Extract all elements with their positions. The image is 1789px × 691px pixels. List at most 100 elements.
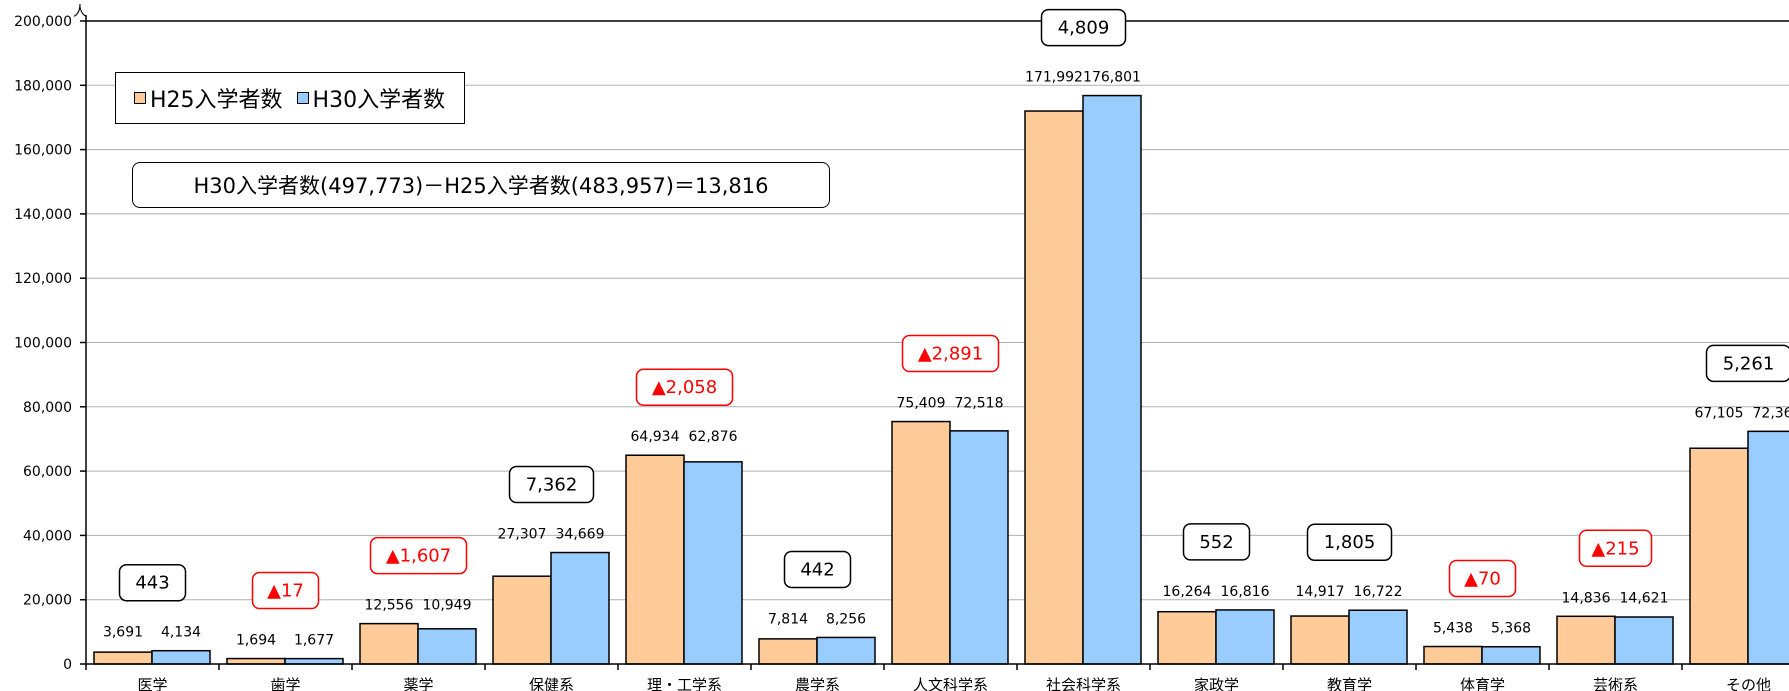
- data-label: 1,694: [236, 633, 276, 649]
- difference-label: 7,362: [526, 475, 578, 496]
- legend-item-h30: H30入学者数: [296, 82, 445, 114]
- bar: [151, 649, 211, 665]
- summary-text: H30入学者数(497,773)－H25入学者数(483,957)＝13,816: [193, 174, 769, 198]
- difference-label: 4,809: [1058, 18, 1110, 39]
- value-labels: 3,691 4,134 1,694 1,677 12,556 10,949 27,307 34…: [103, 70, 1789, 649]
- data-label: 8,256: [826, 611, 866, 627]
- bar: [1481, 645, 1541, 665]
- difference-box: [508, 465, 595, 504]
- x-tick-label: 家政学: [1194, 676, 1239, 691]
- x-tick-label: 教育学: [1327, 676, 1372, 691]
- difference-box: [369, 536, 468, 575]
- bar: [1556, 615, 1616, 665]
- bar: [758, 638, 818, 665]
- difference-callouts: 443 ▲17 ▲1,607 7,362 ▲2,058 442 ▲2,891 4,809 552…: [118, 8, 1789, 610]
- x-tick-label: 社会科学系: [1046, 676, 1121, 691]
- y-tick-label: 120,000: [14, 271, 72, 287]
- difference-box: [1448, 559, 1517, 598]
- difference-label: 442: [800, 559, 834, 580]
- x-tick-label: 保健系: [529, 676, 574, 691]
- data-label: 1,677: [294, 633, 334, 649]
- y-tick-label: 180,000: [14, 78, 72, 94]
- bar: [1747, 430, 1789, 665]
- data-label: 16,722: [1354, 584, 1403, 600]
- difference-box: [1578, 529, 1653, 568]
- bar: [1024, 110, 1084, 665]
- x-tick-label: その他: [1726, 676, 1771, 691]
- y-tick-label: 80,000: [23, 400, 72, 416]
- difference-label: ▲1,607: [386, 546, 451, 567]
- difference-label: ▲2,891: [918, 344, 983, 365]
- data-label: 62,876: [689, 429, 738, 445]
- difference-label: ▲70: [1464, 569, 1501, 590]
- bar: [93, 651, 153, 665]
- difference-label: 5,261: [1723, 353, 1775, 374]
- x-axis: 医学 歯学 薬学 保健系 理・工学系 農学系 人文科学系 社会科学系 家政学 教育学 体育学 芸術系 そ…: [85, 663, 1789, 691]
- data-label: 14,621: [1620, 590, 1669, 606]
- x-tick-label: 薬学: [403, 676, 433, 691]
- data-label: 16,816: [1221, 584, 1270, 600]
- x-tick-label: 医学: [137, 676, 167, 691]
- x-tick-label: 人文科学系: [913, 676, 988, 691]
- y-tick-label: 40,000: [23, 528, 72, 544]
- x-tick-label: 農学系: [795, 676, 840, 691]
- data-label: 7,814: [768, 611, 808, 627]
- legend-item-h25: H25入学者数: [134, 82, 283, 114]
- bar: [359, 622, 419, 665]
- data-label: 72,518: [955, 396, 1004, 412]
- legend-swatch-h30: [296, 92, 309, 104]
- data-label: 14,836: [1562, 590, 1611, 606]
- difference-box: [901, 334, 1000, 373]
- bar: [1082, 94, 1142, 665]
- difference-box: [1705, 344, 1789, 383]
- bar: [492, 575, 552, 665]
- bar: [816, 636, 876, 665]
- data-label: 12,556: [365, 598, 414, 614]
- data-label: 3,691: [103, 625, 143, 641]
- bar: [625, 454, 685, 665]
- summary-box: H30入学者数(497,773)－H25入学者数(483,957)＝13,816: [132, 162, 830, 208]
- data-label: 171,992: [1025, 70, 1083, 86]
- legend-label-h25: H25入学者数: [150, 88, 283, 113]
- data-label: 67,105: [1695, 405, 1744, 421]
- y-unit-label: 人: [73, 4, 87, 20]
- legend-swatch-h25: [134, 92, 146, 104]
- difference-label: ▲17: [267, 581, 304, 602]
- difference-label: 552: [1199, 532, 1233, 553]
- bar: [550, 551, 610, 665]
- difference-label: ▲215: [1591, 538, 1639, 559]
- bar: [1290, 615, 1350, 665]
- data-label: 16,264: [1163, 584, 1212, 600]
- x-tick-label: 歯学: [270, 676, 300, 691]
- x-tick-label: 体育学: [1460, 676, 1505, 691]
- y-tick-label: 200,000: [14, 14, 72, 30]
- bar: [683, 461, 743, 665]
- difference-box: [1306, 523, 1393, 561]
- difference-box: [118, 563, 187, 602]
- difference-box: [1040, 8, 1127, 47]
- data-label: 27,307: [498, 527, 547, 543]
- data-label: 72,366: [1753, 405, 1789, 421]
- y-tick-label: 0: [63, 657, 72, 673]
- y-tick-label: 60,000: [23, 464, 72, 480]
- bar: [1215, 609, 1275, 665]
- bar: [226, 657, 286, 665]
- data-label: 176,801: [1083, 70, 1141, 86]
- bar: [1614, 616, 1674, 665]
- y-tick-label: 100,000: [14, 336, 72, 352]
- y-tick-label: 160,000: [14, 143, 72, 159]
- bar: [1157, 610, 1217, 665]
- x-tick-label: 理・工学系: [647, 676, 722, 691]
- difference-box: [783, 550, 852, 589]
- data-label: 10,949: [423, 598, 472, 614]
- legend: H25入学者数 H30入学者数: [115, 72, 465, 124]
- bar: [1348, 609, 1408, 665]
- data-label: 5,368: [1491, 621, 1531, 637]
- y-tick-label: 140,000: [14, 207, 72, 223]
- bar: [949, 430, 1009, 665]
- x-tick-label: 芸術系: [1593, 676, 1638, 691]
- bar: [1689, 447, 1749, 665]
- difference-box: [251, 571, 320, 610]
- difference-label: 1,805: [1324, 532, 1376, 553]
